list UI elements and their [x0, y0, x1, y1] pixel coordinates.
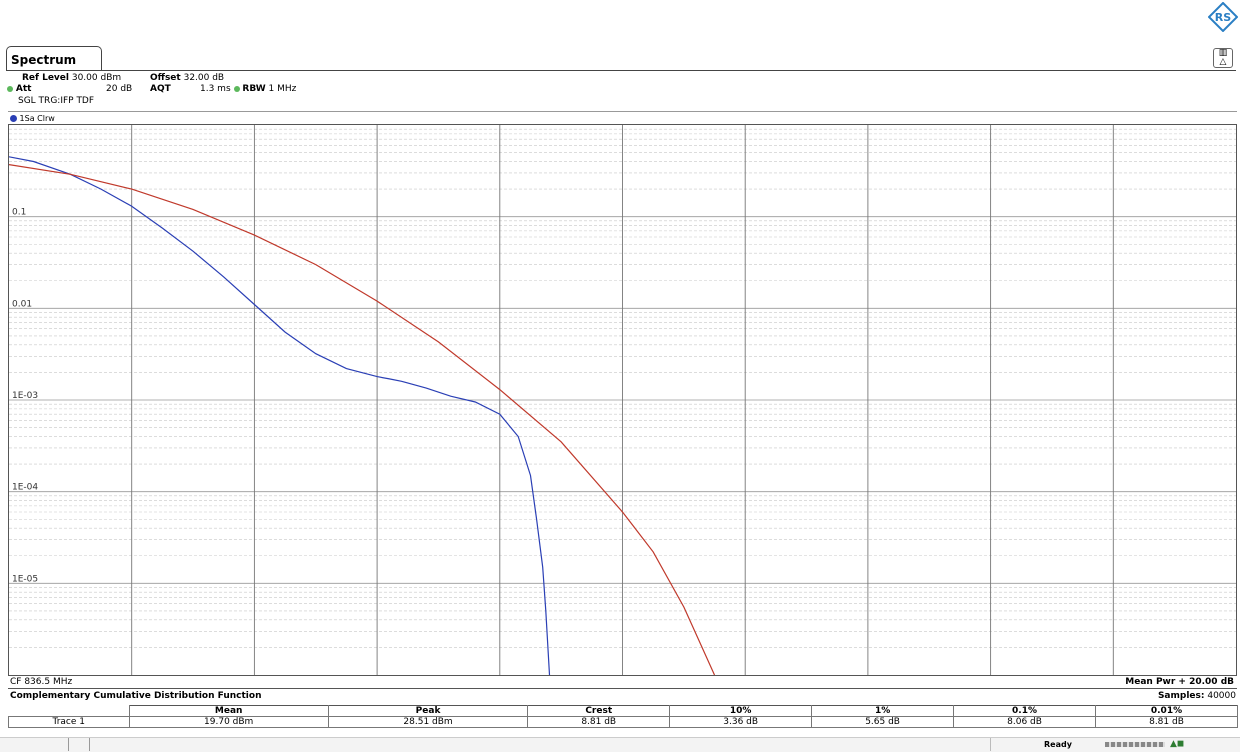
- header-divider: [6, 70, 1236, 71]
- rbw-label: RBW: [242, 84, 266, 94]
- plot-area[interactable]: 0.1 0.01 1E-03 1E-04 1E-05: [8, 124, 1237, 676]
- row-label: Trace 1: [8, 716, 130, 728]
- trace-color-icon: [10, 115, 17, 122]
- att-value: 20 dB: [106, 84, 133, 94]
- att-label: Att: [15, 84, 32, 94]
- col-mean: Mean: [128, 705, 329, 717]
- results-title: Complementary Cumulative Distribution Fu…: [10, 691, 262, 701]
- status-text: Ready: [1044, 740, 1072, 749]
- status-input[interactable]: [90, 738, 991, 751]
- col-1pct: 1%: [811, 705, 955, 717]
- trace-label[interactable]: 1Sa Clrw: [10, 114, 55, 123]
- samples-value: 40000: [1207, 691, 1236, 701]
- mode-line: SGL TRG:IFP TDF: [18, 96, 95, 106]
- rbw-status-icon: [233, 85, 240, 92]
- status-bar: Ready ▲◼: [0, 737, 1240, 752]
- svg-text:RS: RS: [1215, 11, 1231, 24]
- progress-bar: [1105, 742, 1165, 747]
- col-crest: Crest: [527, 705, 671, 717]
- y-tick-label: 1E-05: [12, 574, 38, 584]
- results-table: Mean Peak Crest 10% 1% 0.1% 0.01% Trace …: [8, 705, 1238, 728]
- status-icon: ▲◼: [1170, 739, 1185, 749]
- value-0-01pct: 8.81 dB: [1095, 716, 1238, 728]
- offset-value: 32.00 dB: [183, 73, 225, 83]
- y-tick-label: 0.01: [12, 299, 32, 309]
- x-left-label: CF 836.5 MHz: [10, 677, 73, 687]
- rbw-value: 1 MHz: [268, 84, 297, 94]
- trace-1-line: [9, 156, 551, 675]
- y-tick-label: 0.1: [12, 208, 26, 218]
- value-crest: 8.81 dB: [527, 716, 671, 728]
- att-status-icon: [7, 85, 13, 92]
- ref-level-label: Ref Level: [22, 73, 69, 83]
- trace-header-line: [8, 111, 1237, 112]
- settings-panel: Ref Level 30.00 dBm: [22, 73, 121, 83]
- value-0-1pct: 8.06 dB: [953, 716, 1096, 728]
- ccdf-chart: 0.1 0.01 1E-03 1E-04 1E-05: [9, 125, 1236, 675]
- value-mean: 19.70 dBm: [128, 716, 329, 728]
- col-0-01pct: 0.01%: [1095, 705, 1238, 717]
- col-0-1pct: 0.1%: [953, 705, 1096, 717]
- table-row: Trace 1 19.70 dBm 28.51 dBm 8.81 dB 3.36…: [8, 716, 1238, 728]
- display-config-icon[interactable]: ▥ △: [1213, 48, 1233, 68]
- value-10pct: 3.36 dB: [669, 716, 813, 728]
- rs-logo-icon: RS: [1208, 2, 1238, 32]
- aqt-label: AQT: [150, 84, 171, 94]
- y-tick-label: 1E-04: [12, 483, 38, 493]
- gaussian-reference-line: [9, 164, 716, 675]
- results-corner: [8, 705, 130, 717]
- value-1pct: 5.65 dB: [811, 716, 955, 728]
- samples-label: Samples:: [1157, 691, 1205, 701]
- ref-level-value: 30.00 dBm: [71, 73, 122, 83]
- y-tick-label: 1E-03: [12, 391, 38, 401]
- col-peak: Peak: [327, 705, 529, 717]
- offset-label: Offset: [150, 73, 181, 83]
- status-tab-left[interactable]: [68, 738, 90, 751]
- x-right-label: Mean Pwr + 20.00 dB: [1125, 677, 1234, 687]
- results-divider: [8, 688, 1237, 689]
- col-10pct: 10%: [669, 705, 813, 717]
- value-peak: 28.51 dBm: [327, 716, 529, 728]
- tab-spectrum[interactable]: Spectrum: [6, 46, 102, 70]
- aqt-value: 1.3 ms: [200, 84, 231, 94]
- trace-label-text: 1Sa Clrw: [19, 114, 55, 123]
